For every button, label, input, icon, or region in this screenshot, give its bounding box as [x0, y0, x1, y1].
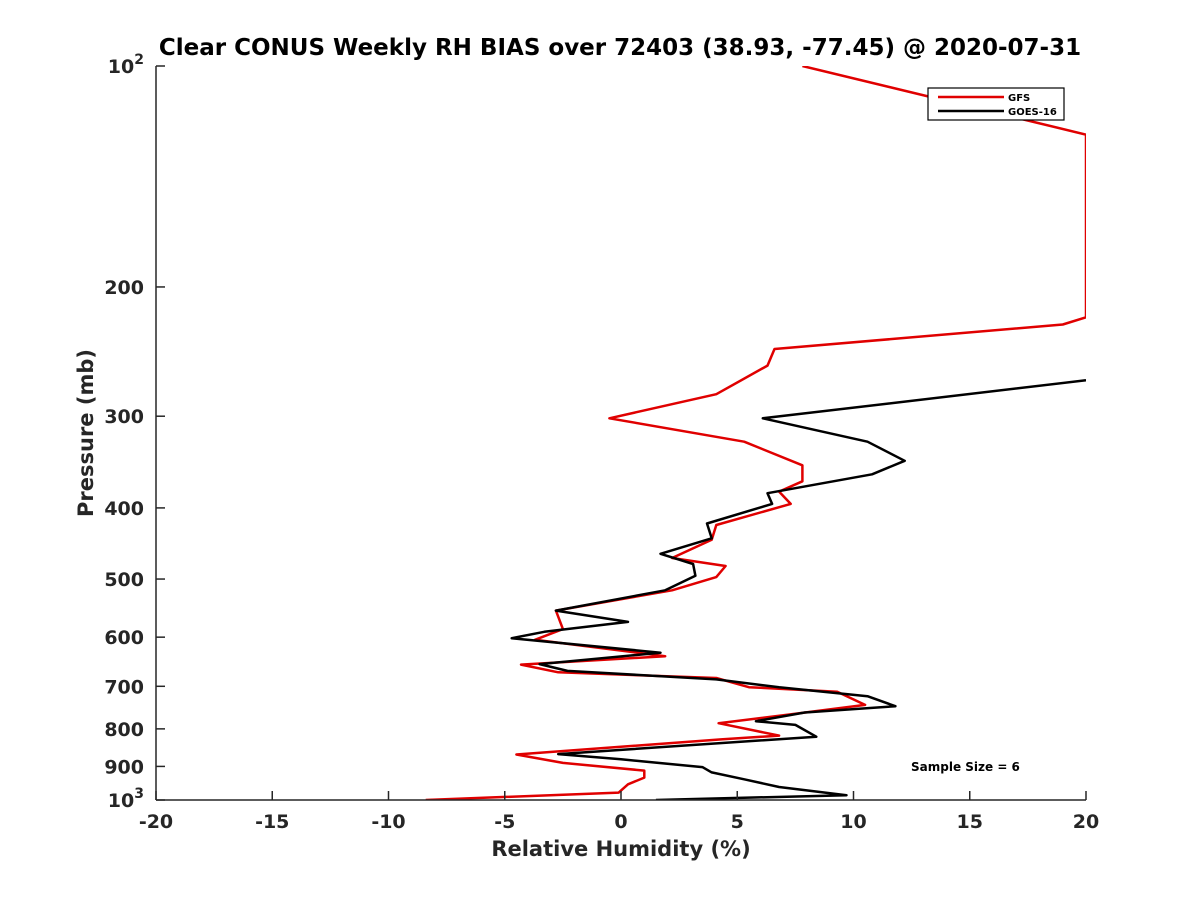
- legend-label-goes16: GOES-16: [1008, 107, 1057, 118]
- y-tick-label: 800: [104, 719, 144, 741]
- y-tick-label: 400: [104, 498, 144, 520]
- sample-size-annotation: Sample Size = 6: [911, 760, 1020, 774]
- y-tick-label: 700: [104, 676, 144, 698]
- x-tick-label: 0: [614, 811, 627, 833]
- y-axis-label: Pressure (mb): [74, 349, 98, 517]
- x-axis-label: Relative Humidity (%): [491, 837, 750, 861]
- series-line-gfs: [425, 66, 1086, 800]
- x-ticks: -20 -15 -10 -5 0 5 10 15 20: [139, 791, 1099, 833]
- y-tick-label: 200: [104, 277, 144, 299]
- y-tick-label: 103: [108, 786, 144, 812]
- x-tick-label: -15: [255, 811, 289, 833]
- legend-label-gfs: GFS: [1008, 93, 1030, 104]
- legend-box: [927, 87, 1065, 121]
- series-layer: [425, 66, 1086, 800]
- x-tick-label: -5: [494, 811, 515, 833]
- x-tick-label: 5: [731, 811, 744, 833]
- legend: GFS GOES-16: [927, 87, 1065, 121]
- chart-title: Clear CONUS Weekly RH BIAS over 72403 (3…: [159, 35, 1081, 61]
- y-tick-label: 102: [108, 52, 144, 78]
- y-tick-label: 600: [104, 627, 144, 649]
- axes: [155, 66, 1086, 801]
- x-tick-label: -20: [139, 811, 173, 833]
- series-line-goes16: [510, 379, 1086, 800]
- x-tick-label: 10: [840, 811, 866, 833]
- y-ticks: 102 200 300 400 500 600 700 800 900 103: [104, 52, 165, 812]
- y-tick-label: 300: [104, 406, 144, 428]
- y-tick-label: 900: [104, 756, 144, 778]
- x-tick-label: -10: [371, 811, 405, 833]
- y-tick-label: 500: [104, 569, 144, 591]
- x-tick-label: 15: [957, 811, 983, 833]
- x-tick-label: 20: [1073, 811, 1099, 833]
